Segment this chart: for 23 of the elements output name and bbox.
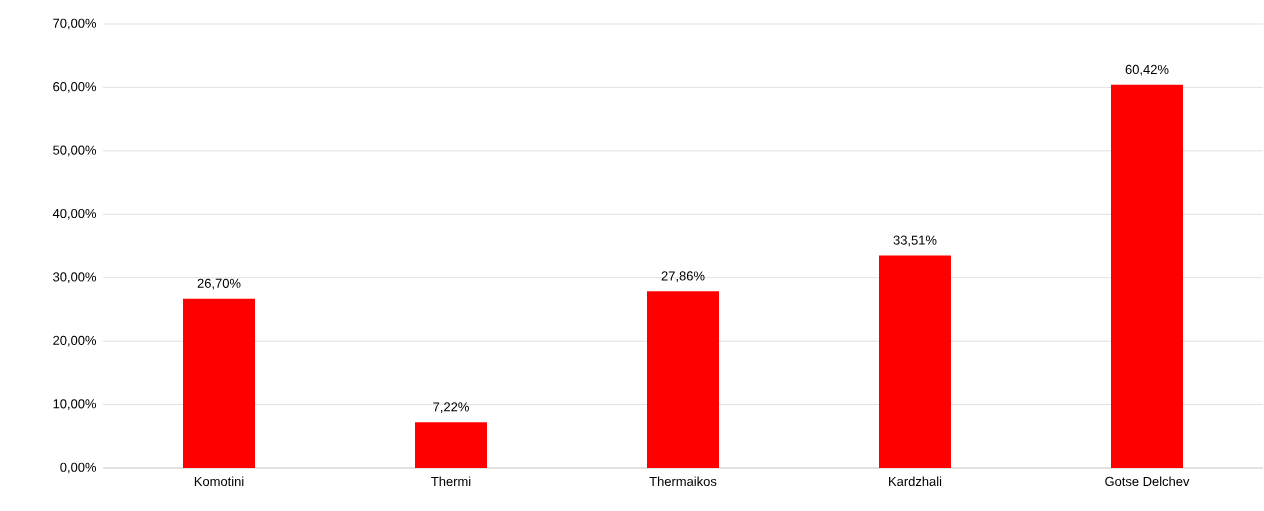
data-label: 60,42%	[1125, 64, 1169, 76]
y-tick-label: 10,00%	[53, 399, 97, 410]
bar	[1110, 84, 1183, 468]
bar	[647, 291, 719, 468]
data-label: 7,22%	[433, 402, 469, 413]
y-tick-label: 70,00%	[53, 18, 97, 30]
data-label: 26,70%	[197, 278, 241, 290]
y-tick-label: 50,00%	[53, 145, 97, 157]
bar	[415, 422, 488, 468]
y-tick-label: 20,00%	[53, 335, 97, 347]
y-tick-label: 30,00%	[53, 272, 97, 284]
y-tick-label: 40,00%	[52, 208, 97, 220]
x-tick-label: Thermi	[431, 476, 471, 487]
x-tick-label: Thermaikos	[649, 476, 717, 487]
x-tick-label: Komotini	[194, 476, 244, 487]
bar	[183, 298, 256, 468]
y-tick-label: 0,00%	[60, 462, 97, 474]
data-label: 33,51%	[893, 235, 937, 247]
x-tick-label: Kardzhali	[889, 476, 942, 487]
data-label: 27,86%	[661, 271, 705, 283]
x-tick-label: Gotse Delchev	[1105, 476, 1190, 487]
y-tick-label: 60,00%	[53, 82, 97, 93]
bar	[879, 255, 951, 468]
